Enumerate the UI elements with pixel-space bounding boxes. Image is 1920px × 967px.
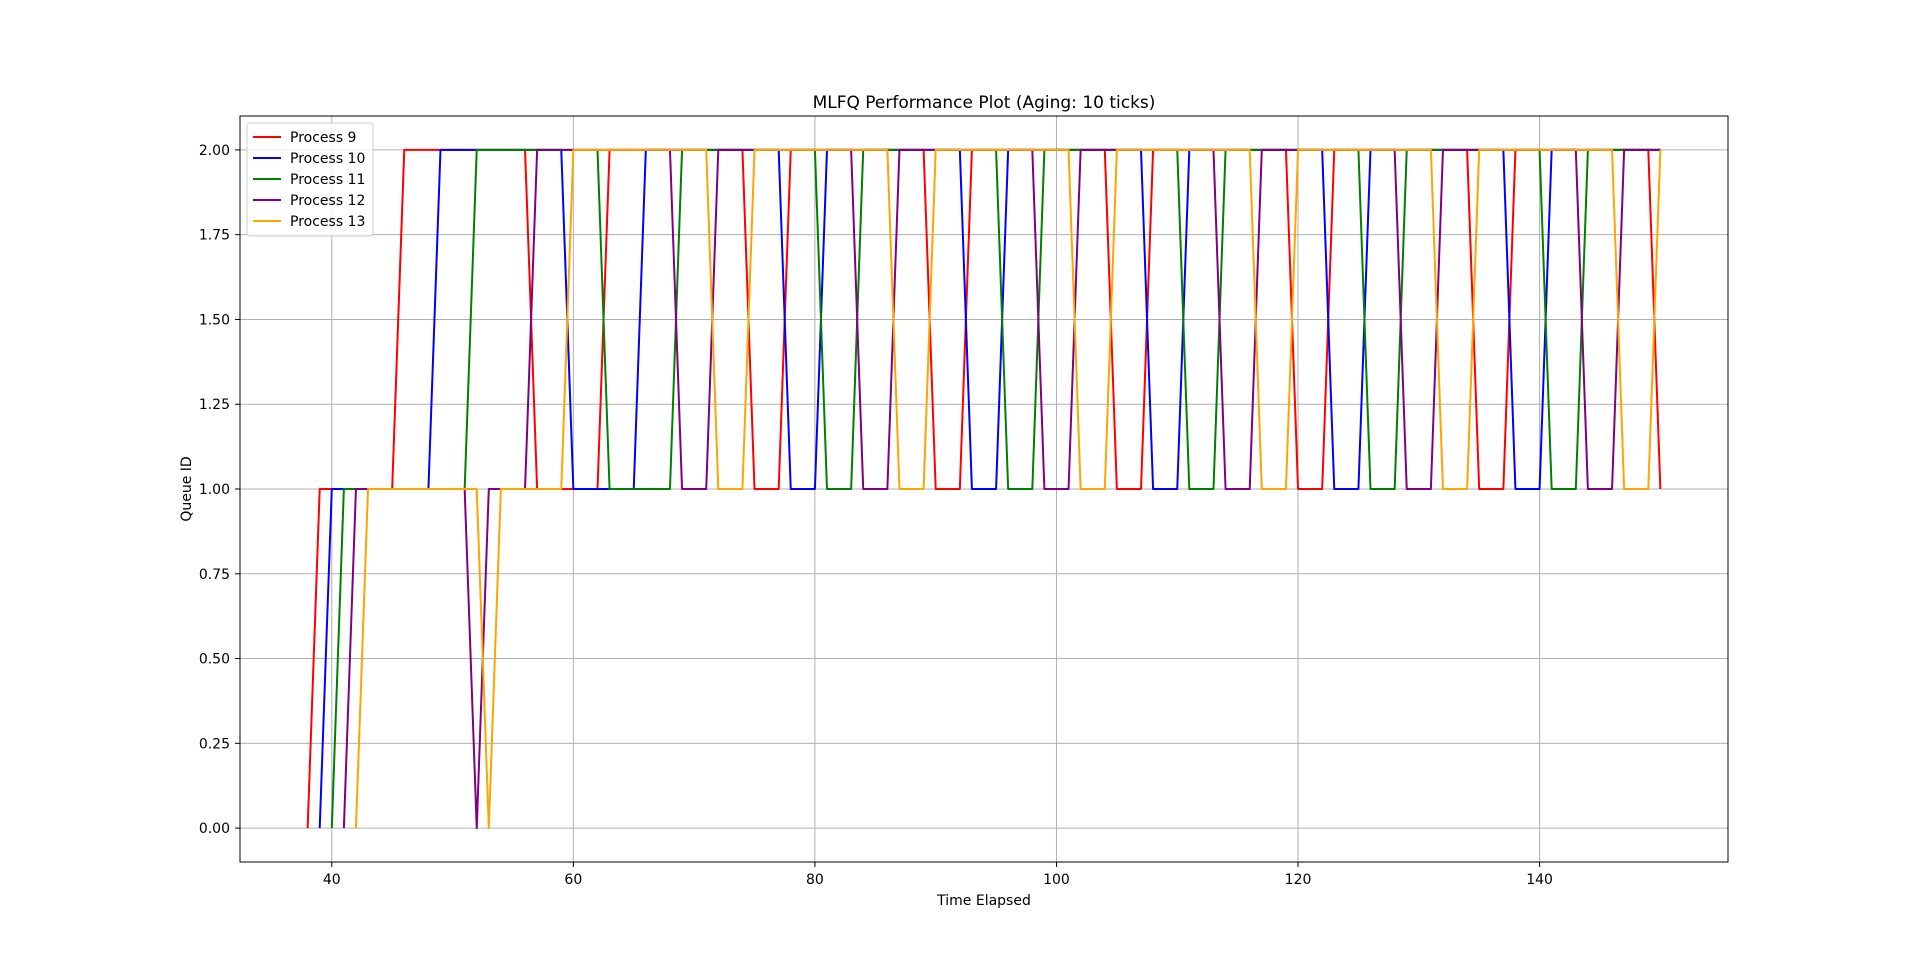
- chart-title: MLFQ Performance Plot (Aging: 10 ticks): [813, 93, 1156, 113]
- y-tick-label: 1.50: [199, 312, 230, 328]
- legend-label-process-12: Process 12: [290, 193, 365, 209]
- series-lines: [306, 148, 1662, 830]
- y-tick-label: 0.50: [199, 652, 230, 668]
- y-tick-label: 0.00: [199, 821, 230, 837]
- x-tick-label: 100: [1043, 872, 1070, 888]
- legend-label-process-13: Process 13: [290, 214, 365, 230]
- y-axis-ticks: 0.00 0.25 0.50 0.75 1.00 1.25 1.50 1.75 2.00: [199, 143, 240, 837]
- y-tick-label: 0.75: [199, 567, 230, 583]
- x-tick-label: 60: [564, 872, 582, 888]
- series-line-process-12: [342, 148, 1661, 830]
- x-axis-ticks: 40 60 80 100 120 140: [323, 862, 1553, 888]
- y-tick-label: 2.00: [199, 143, 230, 159]
- legend-label-process-10: Process 10: [290, 151, 365, 167]
- legend-box: [246, 122, 374, 237]
- y-tick-label: 1.75: [199, 228, 230, 244]
- x-tick-label: 140: [1526, 872, 1553, 888]
- legend-label-process-9: Process 9: [290, 130, 356, 146]
- legend-label-process-11: Process 11: [290, 172, 365, 188]
- y-tick-label: 1.25: [199, 397, 230, 413]
- y-tick-label: 1.00: [199, 482, 230, 498]
- series-line-process-13: [354, 148, 1662, 830]
- x-tick-label: 120: [1285, 872, 1312, 888]
- x-axis-label: Time Elapsed: [936, 893, 1031, 909]
- legend: Process 9 Process 10 Process 11 Process 12 P…: [246, 122, 374, 237]
- y-axis-label: Queue ID: [179, 456, 195, 521]
- x-tick-label: 80: [806, 872, 824, 888]
- y-tick-label: 0.25: [199, 736, 230, 752]
- x-tick-label: 40: [323, 872, 341, 888]
